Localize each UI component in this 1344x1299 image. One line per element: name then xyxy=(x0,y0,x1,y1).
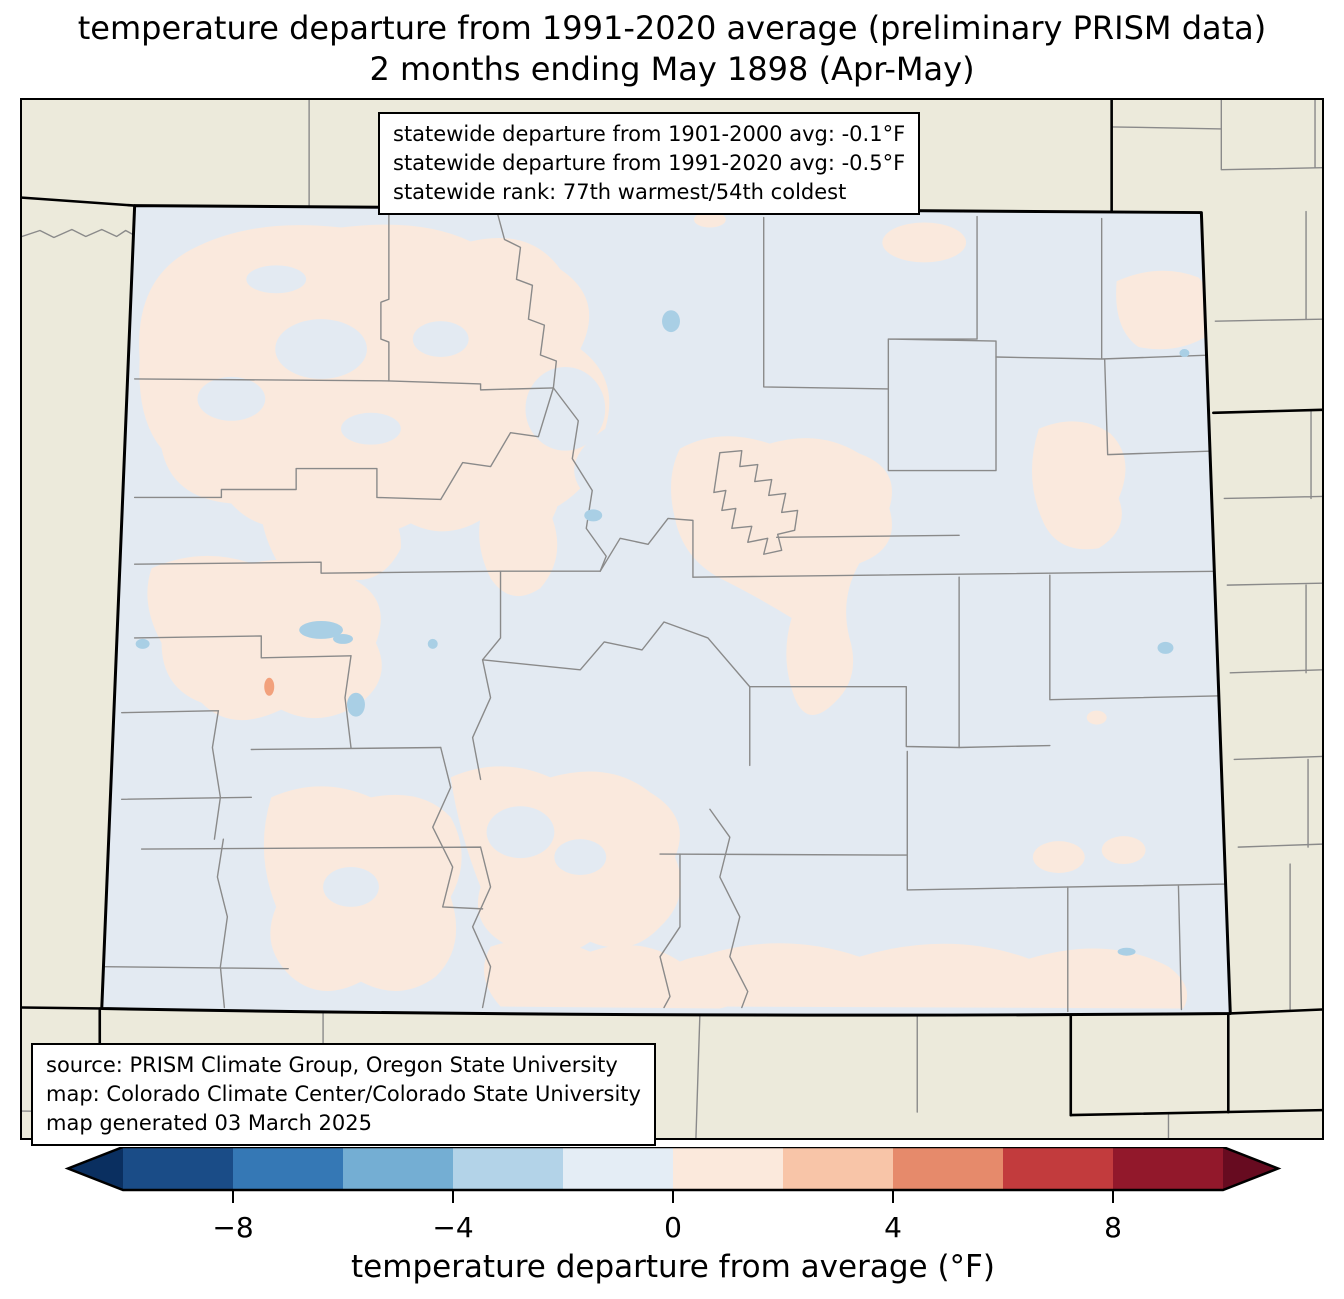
colorado-map xyxy=(22,100,1322,1138)
colorbar-under-arrow xyxy=(68,1147,123,1190)
title-line-2: 2 months ending May 1898 (Apr-May) xyxy=(369,50,975,88)
colorbar-segment xyxy=(123,1147,233,1190)
source-line-1: source: PRISM Climate Group, Oregon Stat… xyxy=(46,1053,618,1077)
colorbar-segment xyxy=(563,1147,673,1190)
figure-title: temperature departure from 1991-2020 ave… xyxy=(0,8,1344,90)
source-attribution-box: source: PRISM Climate Group, Oregon Stat… xyxy=(31,1043,656,1146)
source-line-2: map: Colorado Climate Center/Colorado St… xyxy=(46,1082,641,1106)
colorbar-segment xyxy=(233,1147,343,1190)
colorbar-tick-label: 8 xyxy=(1104,1211,1122,1244)
colorbar-segment xyxy=(1113,1147,1223,1190)
colorbar-segment xyxy=(343,1147,453,1190)
title-line-1: temperature departure from 1991-2020 ave… xyxy=(77,9,1267,47)
colorado-border xyxy=(100,204,1232,1017)
neighbor-state-borders xyxy=(22,100,1322,1138)
colorbar-outline xyxy=(64,1147,1282,1192)
colorado-county-lines xyxy=(103,212,1231,1013)
colorbar-segment xyxy=(673,1147,783,1190)
colorbar-segment xyxy=(893,1147,1003,1190)
colorbar: −8 −4 0 4 8 temperature departure from averag… xyxy=(0,1147,1344,1299)
colorbar-tick-label: −4 xyxy=(432,1211,473,1244)
colorbar-segment xyxy=(1003,1147,1113,1190)
colorbar-tick-label: 0 xyxy=(664,1211,682,1244)
colorbar-segment xyxy=(783,1147,893,1190)
neighbor-county-lines xyxy=(22,100,1322,1138)
colorbar-axis-label: temperature departure from average (°F) xyxy=(351,1249,995,1285)
colorbar-over-arrow xyxy=(1223,1147,1278,1190)
colorbar-tick-label: −8 xyxy=(212,1211,253,1244)
warm-spot xyxy=(264,677,275,696)
colorbar-segment xyxy=(453,1147,563,1190)
statewide-stats-box: statewide departure from 1901-2000 avg: … xyxy=(378,112,921,215)
map-axes: statewide departure from 1901-2000 avg: … xyxy=(20,98,1324,1146)
stats-line-3: statewide rank: 77th warmest/54th coldes… xyxy=(393,180,847,204)
stats-line-2: statewide departure from 1991-2020 avg: … xyxy=(393,151,906,175)
stats-line-1: statewide departure from 1901-2000 avg: … xyxy=(393,122,906,146)
source-line-3: map generated 03 March 2025 xyxy=(46,1111,373,1135)
colorbar-svg: −8 −4 0 4 8 temperature departure from averag… xyxy=(64,1147,1282,1285)
colorbar-tick-label: 4 xyxy=(884,1211,902,1244)
lakes xyxy=(135,310,1190,956)
